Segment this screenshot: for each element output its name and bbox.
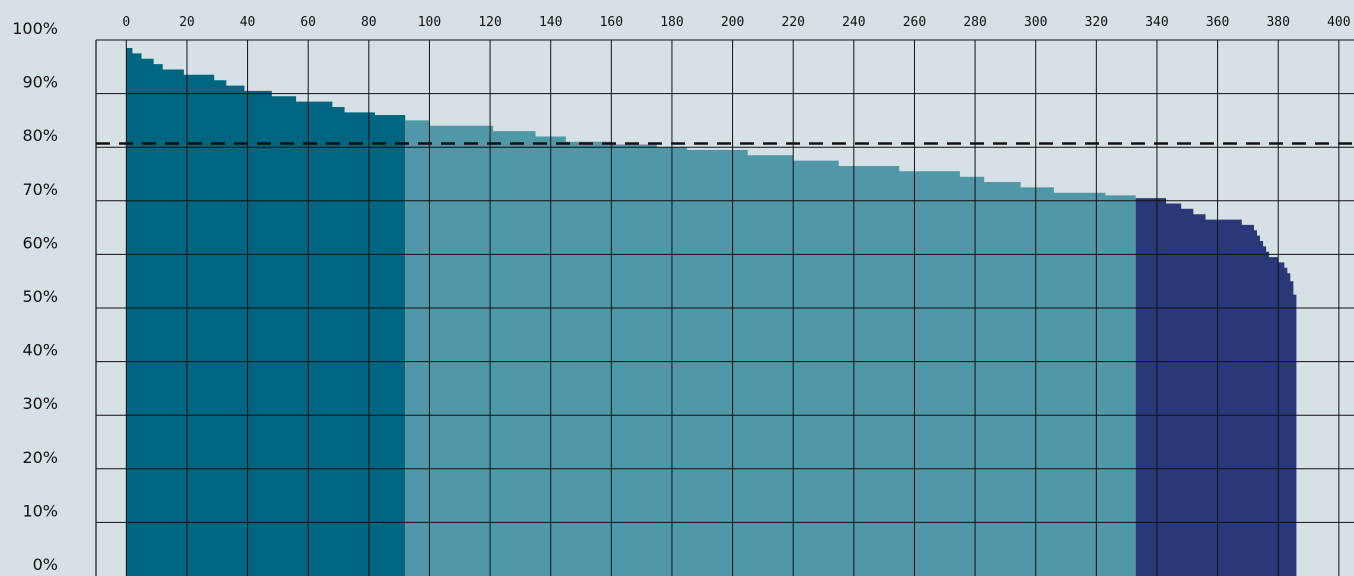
x-tick-label: 140 bbox=[539, 15, 562, 30]
y-tick-label: 10% bbox=[22, 501, 58, 520]
y-tick-label: 70% bbox=[22, 180, 58, 199]
x-tick-label: 400 bbox=[1327, 15, 1350, 30]
x-tick-label: 360 bbox=[1206, 15, 1229, 30]
x-tick-label: 40 bbox=[240, 15, 256, 30]
x-tick-label: 100 bbox=[418, 15, 441, 30]
y-axis-ticks: 0% 10% 20% 30% 40% 50% 60% 70% 80% 90% 100% bbox=[12, 19, 58, 574]
x-tick-label: 20 bbox=[179, 15, 195, 30]
x-tick-label: 240 bbox=[842, 15, 865, 30]
x-tick-label: 180 bbox=[660, 15, 683, 30]
x-tick-label: 220 bbox=[781, 15, 804, 30]
x-tick-label: 80 bbox=[361, 15, 377, 30]
y-tick-label: 50% bbox=[22, 287, 58, 306]
x-tick-label: 60 bbox=[300, 15, 316, 30]
y-tick-label: 40% bbox=[22, 341, 58, 360]
grid-lines bbox=[95, 39, 1354, 576]
x-tick-label: 340 bbox=[1145, 15, 1168, 30]
y-tick-label: 60% bbox=[22, 233, 58, 252]
area-series-3 bbox=[1135, 198, 1297, 576]
x-tick-label: 320 bbox=[1085, 15, 1108, 30]
y-tick-label: 90% bbox=[22, 73, 58, 92]
area-series-2 bbox=[405, 120, 1136, 576]
area-series-1 bbox=[126, 48, 406, 576]
y-tick-label: 0% bbox=[33, 555, 58, 574]
y-tick-label: 20% bbox=[22, 448, 58, 467]
x-axis-ticks: 0 20 40 60 80 100 120 140 160 180 200 220 240 260 280 3… bbox=[122, 15, 1350, 30]
x-tick-label: 120 bbox=[478, 15, 501, 30]
area-series-group bbox=[126, 48, 1297, 576]
x-tick-label: 260 bbox=[903, 15, 926, 30]
y-tick-label: 30% bbox=[22, 394, 58, 413]
y-tick-label: 80% bbox=[22, 126, 58, 145]
x-tick-label: 380 bbox=[1266, 15, 1289, 30]
x-tick-label: 160 bbox=[600, 15, 623, 30]
x-tick-label: 280 bbox=[963, 15, 986, 30]
y-tick-label: 100% bbox=[12, 19, 58, 38]
x-tick-label: 0 bbox=[122, 15, 130, 30]
x-tick-label: 200 bbox=[721, 15, 744, 30]
x-tick-label: 300 bbox=[1024, 15, 1047, 30]
